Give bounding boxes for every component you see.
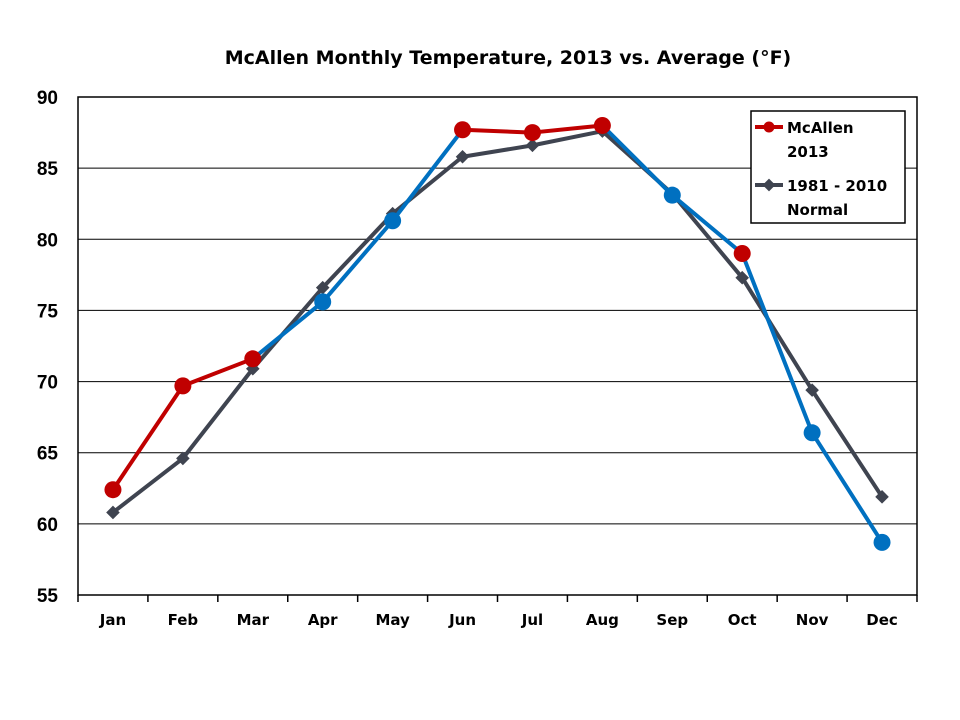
x-tick-label: Jun: [448, 611, 476, 629]
series-segment-2013: [600, 123, 675, 198]
data-point-2013: [663, 186, 681, 204]
series-segment-2013: [110, 383, 185, 492]
series-segment-2013: [740, 251, 815, 435]
chart-title: McAllen Monthly Temperature, 2013 vs. Av…: [225, 47, 792, 69]
series-segment-2013: [810, 430, 885, 545]
y-tick-label: 65: [37, 444, 59, 465]
x-tick-label: May: [375, 611, 410, 629]
y-tick-label: 80: [37, 230, 58, 251]
data-point-2013: [314, 293, 332, 311]
data-point-2013: [174, 377, 192, 395]
data-point-normal: [525, 138, 540, 153]
y-tick-label: 90: [37, 88, 58, 109]
y-tick-label: 60: [37, 515, 58, 536]
legend-box: [750, 110, 906, 224]
x-tick-label: Nov: [796, 611, 829, 629]
data-point-normal: [176, 451, 190, 466]
x-tick-label: Jan: [99, 611, 126, 629]
y-axis-ticks: 55 60 65 70 75 80 85 90: [37, 88, 59, 607]
legend-label-normal-line2: Normal: [787, 201, 848, 219]
x-tick-label: Sep: [656, 611, 688, 629]
data-point-2013: [104, 481, 122, 499]
legend-item-normal: 1981 - 2010 Normal: [755, 177, 887, 219]
x-axis-ticks: Jan Feb Mar Apr May Jun Jul Aug Sep Oct Nov Dec: [77, 595, 918, 629]
series-segment-2013: [250, 299, 325, 361]
y-tick-label: 70: [37, 373, 58, 394]
x-tick-label: Apr: [308, 611, 338, 629]
data-point-normal: [455, 149, 470, 164]
data-point-2013: [803, 424, 821, 442]
data-point-2013: [454, 121, 472, 139]
legend-label-normal-line1: 1981 - 2010: [787, 177, 887, 195]
x-tick-label: Feb: [168, 611, 199, 629]
data-point-2013: [244, 350, 262, 368]
series-line-normal: [111, 129, 884, 515]
series-segment-2013: [320, 218, 395, 304]
data-point-2013: [523, 124, 541, 142]
data-point-2013: [873, 533, 891, 551]
x-tick-label: Aug: [586, 611, 619, 629]
x-tick-label: Oct: [728, 611, 757, 629]
series-segment-2013: [530, 123, 605, 135]
series-segment-2013: [460, 127, 535, 135]
plot-area-frame: [77, 96, 918, 596]
gridlines: [78, 167, 917, 525]
data-point-2013: [733, 245, 751, 263]
legend: McAllen 2013 1981 - 2010 Normal: [750, 110, 906, 224]
x-tick-label: Dec: [866, 611, 898, 629]
data-point-2013: [593, 116, 611, 134]
x-tick-label: Mar: [237, 611, 270, 629]
data-point-2013: [384, 212, 402, 230]
data-point-normal: [315, 280, 330, 295]
series-segment-2013: [180, 356, 255, 388]
data-point-normal: [805, 383, 819, 397]
legend-label-2013-line2: 2013: [787, 143, 829, 161]
series-mcallen-2013: [104, 116, 891, 551]
series-segment-2013: [390, 127, 465, 223]
x-tick-label: Jul: [521, 611, 543, 629]
data-point-normal: [875, 490, 889, 504]
y-tick-label: 75: [37, 301, 59, 322]
legend-label-2013-line1: McAllen: [787, 119, 854, 137]
legend-swatch-marker-2013: [763, 121, 775, 133]
y-tick-label: 85: [37, 159, 59, 180]
data-point-normal: [735, 270, 749, 285]
series-normal-1981-2010: [106, 124, 889, 520]
series-segment-2013: [670, 193, 745, 256]
y-tick-label: 55: [37, 586, 59, 607]
legend-item-mcallen-2013: McAllen 2013: [755, 119, 854, 161]
